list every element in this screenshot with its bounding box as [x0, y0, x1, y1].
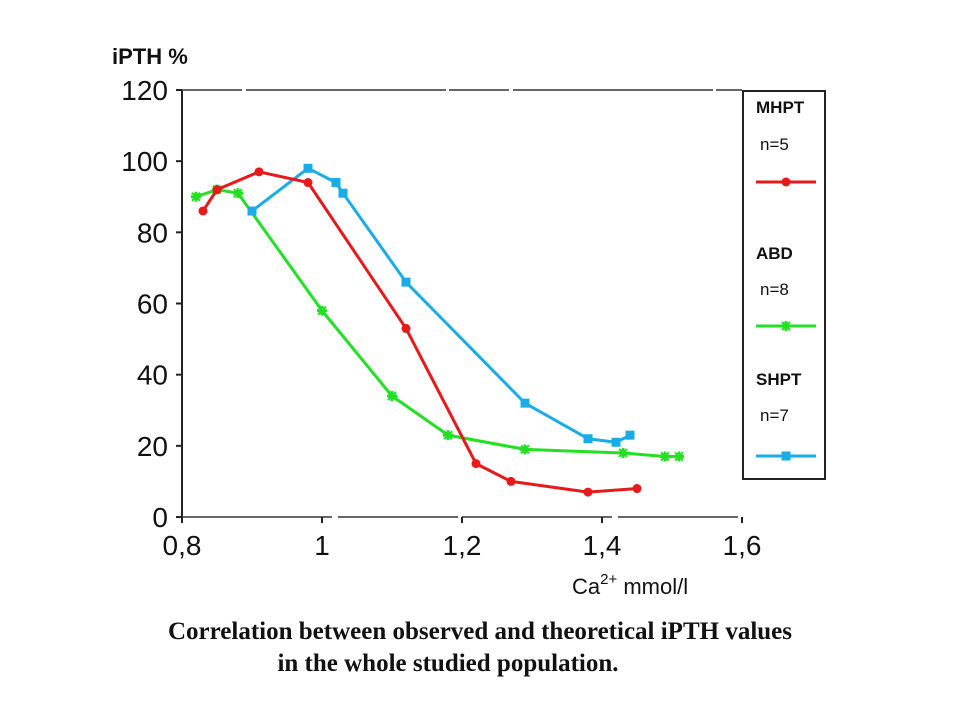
- x-tick-label: 1,4: [583, 530, 622, 561]
- data-point: [674, 451, 684, 462]
- data-point: [583, 434, 593, 444]
- y-tick-label: 20: [137, 431, 168, 462]
- data-point: [520, 398, 530, 408]
- legend-series-name: ABD: [756, 244, 793, 263]
- series-line-shpt: [251, 166, 631, 444]
- legend-swatch-mhpt: [756, 177, 816, 187]
- series-mhpt: [198, 167, 642, 497]
- x-tick-label: 1,2: [443, 530, 482, 561]
- data-point: [471, 459, 481, 469]
- series-layer: [191, 163, 684, 497]
- y-tick-label: 120: [121, 75, 168, 106]
- data-point: [317, 305, 327, 316]
- data-point: [401, 277, 411, 287]
- series-line-abd: [195, 188, 679, 459]
- x-tick-label: 1,6: [723, 530, 762, 561]
- data-point: [338, 188, 348, 198]
- caption-line-2: in the whole studied population.: [277, 650, 619, 677]
- legend-series-name: SHPT: [756, 370, 802, 389]
- legend-swatch-shpt: [756, 451, 816, 461]
- legend-swatch-abd: [756, 321, 816, 331]
- data-point: [233, 188, 243, 199]
- legend-swatch-marker: [781, 451, 791, 461]
- data-point: [212, 185, 222, 195]
- legend-series-n: n=5: [760, 135, 789, 154]
- data-point: [303, 178, 313, 188]
- plot-axes: [176, 89, 743, 523]
- y-tick-label: 80: [137, 217, 168, 248]
- y-tick-label: 60: [137, 289, 168, 320]
- legend-series-n: n=7: [760, 406, 789, 425]
- data-point: [254, 167, 264, 177]
- legend-series-name: MHPT: [756, 98, 805, 117]
- series-shpt: [247, 163, 635, 447]
- data-point: [198, 206, 208, 216]
- data-point: [583, 487, 593, 497]
- x-tick-label: 1: [314, 530, 330, 561]
- x-axis-label: Ca2+ mmol/l: [572, 571, 688, 599]
- data-point: [632, 484, 642, 494]
- legend-series-n: n=8: [760, 280, 789, 299]
- series-line-mhpt: [201, 170, 638, 494]
- data-point: [443, 430, 453, 441]
- data-point: [618, 447, 628, 458]
- data-point: [660, 451, 670, 462]
- caption-line-1: Correlation between observed and theoret…: [167, 618, 792, 645]
- legend: MHPT n=5 ABD n=8 SHPT n=7: [742, 90, 826, 480]
- legend-swatch-marker: [781, 177, 791, 187]
- data-point: [387, 391, 397, 402]
- y-tick-label: 0: [152, 502, 168, 533]
- data-point: [625, 430, 635, 440]
- legend-swatch-marker: [781, 321, 791, 331]
- x-tick-label: 0,8: [163, 530, 202, 561]
- data-point: [331, 178, 341, 188]
- data-point: [191, 191, 201, 202]
- data-point: [401, 323, 411, 333]
- series-abd: [191, 184, 684, 462]
- y-axis-label: iPTH %: [112, 44, 188, 69]
- axis-labels: 0 20 40 60 80 100 120 0,8 1 1,2 1,4 1,6 iPTH % Ca2+ m…: [112, 44, 761, 599]
- data-point: [247, 206, 257, 216]
- y-tick-label: 100: [121, 146, 168, 177]
- data-point: [520, 444, 530, 455]
- y-tick-label: 40: [137, 360, 168, 391]
- data-point: [303, 163, 313, 173]
- data-point: [611, 437, 621, 447]
- data-point: [506, 476, 516, 486]
